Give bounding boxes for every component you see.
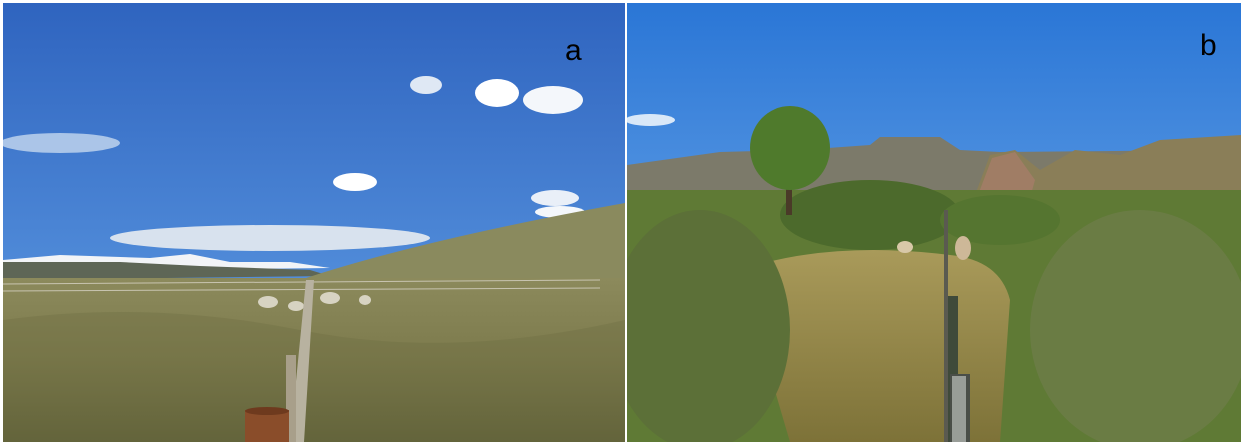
barrel-top: [245, 407, 289, 415]
figure: a b: [0, 0, 1243, 444]
bush: [780, 180, 960, 250]
panel-label: b: [1200, 29, 1217, 62]
cloud: [523, 86, 583, 114]
cloud: [110, 225, 430, 251]
sheep: [897, 241, 913, 253]
sheep: [359, 295, 371, 305]
cloud: [625, 114, 675, 126]
page: a b (() => { const data = JSON.parse(doc…: [0, 0, 1243, 444]
tree-crown: [750, 106, 830, 190]
panel-label: a: [565, 34, 582, 67]
cloud: [410, 76, 442, 94]
post-highlight: [952, 376, 966, 442]
bush: [940, 195, 1060, 245]
sheep: [258, 296, 278, 308]
bush: [610, 210, 790, 444]
cloud: [531, 190, 579, 206]
photo-b: [610, 3, 1243, 444]
photo-a: [0, 3, 625, 442]
sheep: [955, 236, 971, 260]
cloud: [333, 173, 377, 191]
sheep: [320, 292, 340, 304]
cloud: [0, 133, 120, 153]
sheep: [288, 301, 304, 311]
cloud: [475, 79, 519, 107]
fence-wire-post: [944, 210, 948, 442]
